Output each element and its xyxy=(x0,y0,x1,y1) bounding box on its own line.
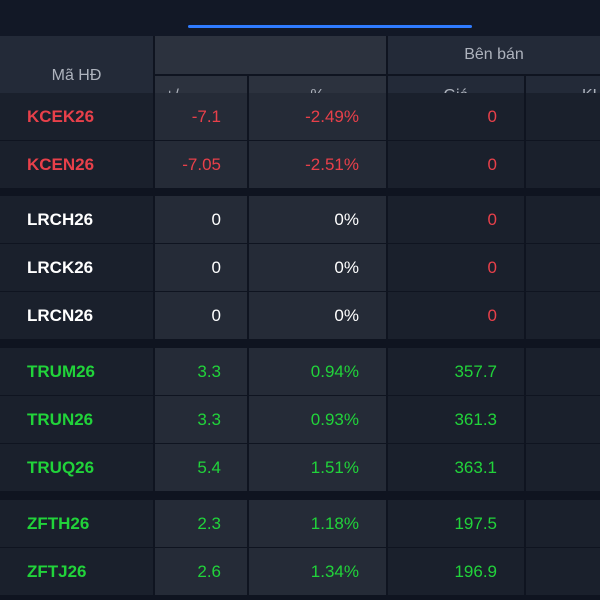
table-row[interactable]: LRCK26 0 0% 0 xyxy=(0,244,600,291)
sell-volume xyxy=(526,396,600,443)
active-tab-indicator xyxy=(188,25,472,28)
contract-code: ZFTH26 xyxy=(0,500,153,547)
table-row[interactable]: KCEN26 -7.05 -2.51% 0 xyxy=(0,141,600,188)
change-value: 3.3 xyxy=(155,348,247,395)
sell-price: 357.7 xyxy=(388,348,524,395)
change-percent: 0% xyxy=(249,196,386,243)
contract-code: LRCK26 xyxy=(0,244,153,291)
sell-price: 0 xyxy=(388,196,524,243)
table-row[interactable]: TRUM26 3.3 0.94% 357.7 xyxy=(0,348,600,395)
sell-volume xyxy=(526,444,600,491)
sell-volume xyxy=(526,244,600,291)
sell-volume xyxy=(526,348,600,395)
sell-volume xyxy=(526,292,600,339)
change-value: 0 xyxy=(155,196,247,243)
table-row[interactable]: KCEK26 -7.1 -2.49% 0 xyxy=(0,93,600,140)
table-row[interactable]: LRCN26 0 0% 0 xyxy=(0,292,600,339)
change-value: -7.1 xyxy=(155,93,247,140)
sell-price: 363.1 xyxy=(388,444,524,491)
change-percent: 1.51% xyxy=(249,444,386,491)
sell-volume xyxy=(526,196,600,243)
contract-code: KCEN26 xyxy=(0,141,153,188)
change-value: 0 xyxy=(155,244,247,291)
contract-code: LRCN26 xyxy=(0,292,153,339)
contract-code: KCEK26 xyxy=(0,93,153,140)
futures-price-board: Mã HĐ Bên bán +/- % Giá KL KCEK26-7.1-2.… xyxy=(0,36,600,600)
table-row[interactable]: LRCH26 0 0% 0 xyxy=(0,196,600,243)
sell-price: 0 xyxy=(388,93,524,140)
top-tab-bar xyxy=(0,0,600,36)
change-percent: -2.49% xyxy=(249,93,386,140)
contract-code: LRCH26 xyxy=(0,196,153,243)
change-value: 5.4 xyxy=(155,444,247,491)
sell-price: 361.3 xyxy=(388,396,524,443)
sell-volume xyxy=(526,548,600,595)
sell-volume xyxy=(526,500,600,547)
column-header-group-blank xyxy=(155,36,386,74)
sell-price: 0 xyxy=(388,141,524,188)
sell-price: 196.9 xyxy=(388,548,524,595)
change-percent: 1.18% xyxy=(249,500,386,547)
contract-code: TRUM26 xyxy=(0,348,153,395)
table-row[interactable]: TRUQ26 5.4 1.51% 363.1 xyxy=(0,444,600,491)
change-value: 2.3 xyxy=(155,500,247,547)
sell-price: 0 xyxy=(388,244,524,291)
change-percent: 1.34% xyxy=(249,548,386,595)
column-header-sell-group: Bên bán xyxy=(388,36,600,74)
contract-code: TRUN26 xyxy=(0,396,153,443)
change-percent: -2.51% xyxy=(249,141,386,188)
change-percent: 0% xyxy=(249,292,386,339)
change-percent: 0.93% xyxy=(249,396,386,443)
table-row[interactable]: ZFTJ26 2.6 1.34% 196.9 xyxy=(0,548,600,595)
sell-price: 0 xyxy=(388,292,524,339)
change-percent: 0% xyxy=(249,244,386,291)
change-value: 3.3 xyxy=(155,396,247,443)
contract-code: TRUQ26 xyxy=(0,444,153,491)
change-percent: 0.94% xyxy=(249,348,386,395)
sell-price: 197.5 xyxy=(388,500,524,547)
table-row[interactable]: ZFTH26 2.3 1.18% 197.5 xyxy=(0,500,600,547)
sell-volume xyxy=(526,93,600,140)
contract-code: ZFTJ26 xyxy=(0,548,153,595)
change-value: 0 xyxy=(155,292,247,339)
table-row[interactable]: TRUN26 3.3 0.93% 361.3 xyxy=(0,396,600,443)
sell-volume xyxy=(526,141,600,188)
change-value: -7.05 xyxy=(155,141,247,188)
change-value: 2.6 xyxy=(155,548,247,595)
